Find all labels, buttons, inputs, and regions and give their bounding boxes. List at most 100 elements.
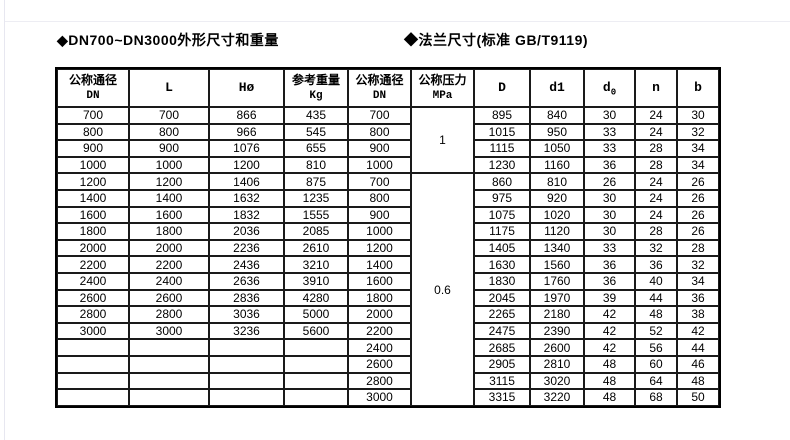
cell-d: 2475 [474,322,530,340]
cell-d1: 2600 [530,339,584,356]
column-header-label: Hø [238,79,255,95]
cell-d1: 2810 [530,355,584,373]
cell-d1: 1340 [530,239,584,257]
cell-b: 48 [677,372,719,390]
column-header-label: 公称压力 [418,73,467,88]
cell-l: 2800 [129,306,209,323]
cell-d0: 39 [584,289,635,307]
cell-dn [57,339,129,356]
cell-d1: 3020 [530,372,584,390]
cell-weight: 5000 [284,306,348,323]
cell-d: 1175 [474,223,530,240]
cell-dn: 800 [57,123,129,141]
cell-d0: 33 [584,239,635,257]
cell-n: 24 [635,123,677,141]
cell-n: 44 [635,289,677,307]
table-row: 3000 3000 3236 5600 2200 2475 2390 42 52 42 [57,322,719,340]
cell-n: 32 [635,239,677,257]
cell-l: 700 [129,107,209,124]
cell-dn: 2800 [57,306,129,323]
cell-n: 36 [635,256,677,273]
cell-h [209,339,284,356]
cell-l: 1600 [129,206,209,224]
cell-d0: 48 [584,372,635,390]
cell-dn: 2400 [57,272,129,290]
cell-l: 3000 [129,322,209,340]
table-row: 1600 1600 1832 1555 900 1075 1020 30 24 26 [57,206,719,224]
cell-b: 36 [677,289,719,307]
cell-b: 26 [677,206,719,224]
cell-dn-flange: 1000 [348,156,411,174]
cell-l: 900 [129,140,209,157]
cell-d1: 1160 [530,156,584,174]
cell-weight: 2085 [284,223,348,240]
cell-d: 1015 [474,123,530,141]
cell-h: 2036 [209,223,284,240]
cell-weight: 5600 [284,322,348,340]
column-header-label: d1 [549,79,565,95]
cell-d0: 48 [584,389,635,406]
cell-dn-flange: 1400 [348,256,411,273]
table-row: 1200 1200 1406 875 700 0.6 860 810 26 24 26 [57,173,719,406]
cell-d1: 950 [530,123,584,141]
cell-b: 44 [677,339,719,356]
cell-b: 34 [677,272,719,290]
cell-h: 2636 [209,272,284,290]
cell-d1: 1560 [530,256,584,273]
cell-n: 28 [635,156,677,174]
cell-d: 1075 [474,206,530,224]
cell-d0: 42 [584,322,635,340]
column-header-label: d0 [602,79,617,98]
cell-d: 3115 [474,372,530,390]
cell-l [129,339,209,356]
cell-weight: 545 [284,123,348,141]
cell-dn [57,372,129,390]
cell-weight: 1235 [284,189,348,207]
table-row: 1000 1000 1200 810 1000 1230 1160 36 28 34 [57,156,719,174]
cell-d: 1830 [474,272,530,290]
table-row: 1800 1800 2036 2085 1000 1175 1120 30 28 26 [57,223,719,240]
cell-dn: 700 [57,107,129,124]
cell-dn-flange: 1200 [348,239,411,257]
cell-h: 866 [209,107,284,124]
column-header-sublabel: Kg [309,89,323,102]
table-row: 2800 2800 3036 5000 2000 2265 2180 42 48 38 [57,306,719,323]
cell-h: 1200 [209,156,284,174]
cell-b: 26 [677,189,719,207]
cell-d0: 33 [584,123,635,141]
cell-b: 28 [677,239,719,257]
cell-l [129,355,209,373]
cell-n: 24 [635,173,677,190]
cell-d0: 26 [584,173,635,190]
cell-b: 42 [677,322,719,340]
cell-h: 966 [209,123,284,141]
cell-dn-flange: 700 [348,173,411,190]
cell-weight: 435 [284,107,348,124]
cell-d0: 36 [584,156,635,174]
cell-weight: 2610 [284,239,348,257]
cell-b: 34 [677,140,719,157]
cell-pressure: 1 [411,107,474,174]
cell-dn: 900 [57,140,129,157]
column-header-d1: d1 [530,69,584,107]
cell-d0: 42 [584,339,635,356]
cell-b: 32 [677,256,719,273]
cell-h: 2436 [209,256,284,273]
cell-b: 32 [677,123,719,141]
cell-h [209,389,284,406]
cell-dn-flange: 800 [348,189,411,207]
cell-dn-flange: 1600 [348,272,411,290]
cell-b: 46 [677,355,719,373]
column-header-sublabel: DN [86,89,100,102]
cell-b: 30 [677,107,719,124]
cell-d: 2045 [474,289,530,307]
cell-n: 60 [635,355,677,373]
page-frame-left-line [4,0,5,440]
column-header-label: n [652,79,660,95]
cell-d: 860 [474,173,530,190]
cell-d: 2265 [474,306,530,323]
cell-dn [57,355,129,373]
cell-dn: 1800 [57,223,129,240]
table-row: 2800 3115 3020 48 64 48 [57,372,719,390]
